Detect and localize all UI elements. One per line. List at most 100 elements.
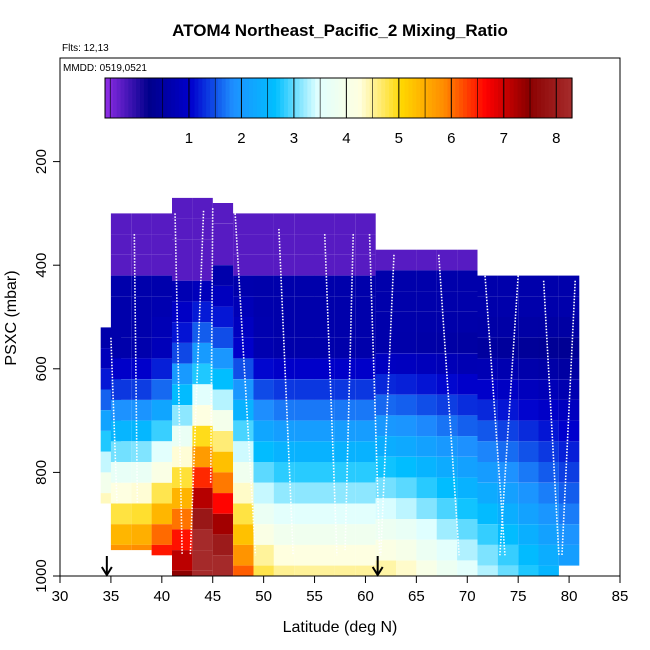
heatmap-cell [457,436,478,457]
heatmap-cell [192,280,213,302]
heatmap-cell [294,544,315,566]
colorbar-segment [198,78,203,118]
colorbar-segment [338,78,343,118]
colorbar-segment [124,78,129,118]
colorbar-segment [424,78,429,118]
colorbar-segment [178,78,184,118]
heatmap-cell [172,446,193,468]
colorbar-segment [221,78,227,118]
heatmap-cell [457,477,478,499]
heatmap-cell [110,441,132,462]
heatmap-cell [497,420,519,442]
heatmap-cell [477,379,498,400]
flight-profile [110,337,118,504]
heatmap-cell [497,441,519,462]
heatmap-cell [110,234,132,255]
x-tick-label: 75 [510,588,527,605]
colorbar-segment [241,78,246,118]
heatmap-cell [233,234,254,255]
heatmap-cell [172,550,193,571]
heatmap-cell [192,363,213,385]
heatmap-cell [375,498,396,519]
heatmap-cell [538,337,559,359]
heatmap-cell [131,296,152,317]
x-tick-label: 80 [561,588,578,605]
heatmap-cell [151,399,172,421]
colorbar-segment [287,78,293,118]
heatmap-cell [314,420,335,442]
heatmap-cell [273,275,295,297]
heatmap-cell [416,415,437,437]
colorbar-segment [408,78,414,118]
heatmap-cell [457,415,478,437]
colorbar-segment [280,78,285,118]
heatmap-cell [416,353,437,374]
heatmap-cell [477,275,498,297]
colorbar-segment [295,78,301,118]
colorbar-segment [213,78,219,118]
heatmap-cell [151,544,172,556]
heatmap-cell [457,270,478,292]
heatmap-cell [131,441,152,462]
heatmap-cell [212,410,234,431]
heatmap-cell [314,399,335,421]
heatmap-cell [497,544,519,566]
heatmap-cell [192,384,213,405]
heatmap-cell [314,524,335,545]
heatmap-cell [273,317,295,338]
heatmap-cell [131,358,152,380]
x-tick-label: 45 [204,588,221,605]
colorbar-segment [357,78,363,118]
heatmap-cell [477,462,498,483]
heatmap-cell [294,420,315,442]
heatmap-cell [110,462,132,483]
colorbar-segment [217,78,223,118]
heatmap-cell [436,560,458,576]
heatmap-cell [212,472,234,494]
heatmap-cell [355,337,376,359]
heatmap-cell [110,482,132,504]
heatmap-cell [233,420,254,442]
colorbar-segment [470,78,476,118]
heatmap-cell [110,213,132,235]
heatmap-cell [538,462,559,483]
heatmap-cell [497,275,519,297]
colorbar-segment [190,78,196,118]
heatmap-cell [172,487,193,509]
heatmap-cell [558,441,580,462]
y-tick-label: 1000 [33,559,50,592]
heatmap-cell [355,213,376,235]
heatmap-cell [558,482,580,504]
heatmap-cell [233,441,254,462]
heatmap-cell [192,322,213,343]
heatmap-cell [416,332,437,354]
heatmap-cell [334,317,356,338]
y-tick-label: 800 [33,460,50,485]
heatmap-cell [273,234,295,255]
colorbar-segment [132,78,137,118]
colorbar-segment [365,78,371,118]
x-tick-label: 30 [52,588,69,605]
heatmap-cell [558,358,580,380]
heatmap-cell [375,249,396,271]
heatmap-cell [273,482,295,504]
latitude-marker-arrowhead [100,566,113,577]
colorbar-segment [326,78,332,118]
heatmap-cell [355,441,376,462]
heatmap-cell [233,462,254,483]
heatmap-cell [518,399,539,421]
heatmap-cell [192,467,213,488]
heatmap-cell [558,503,580,525]
colorbar-segment [350,78,355,118]
heatmap-cell [436,291,458,312]
flight-profile [437,254,460,556]
heatmap-cell [436,539,458,561]
colorbar-segment [248,78,254,118]
heatmap-cell [253,399,274,421]
heatmap-cell [416,477,437,499]
heatmap-cell [538,482,559,504]
flight-profiles [110,208,576,556]
heatmap-cell [294,213,315,235]
heatmap-cell [151,296,172,317]
heatmap-cell [457,374,478,395]
